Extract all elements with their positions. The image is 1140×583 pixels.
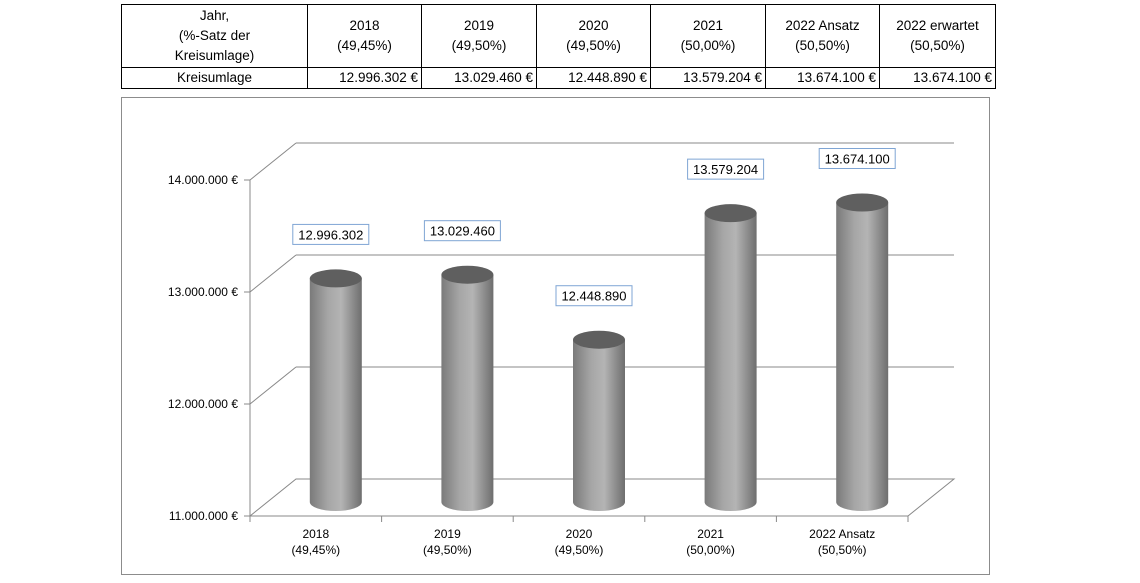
header-label-line: Kreisumlage) <box>174 48 255 63</box>
value-cell: 13.674.100 € <box>765 67 880 89</box>
header-year-cell: 2022 Ansatz (50,50%) <box>765 4 880 68</box>
bar-body <box>573 339 625 511</box>
header-label-cell: Jahr, (%-Satz der Kreisumlage) <box>121 4 308 68</box>
bar-top <box>309 269 362 288</box>
bar <box>573 330 625 511</box>
y-tick-label: 11.000.000 € <box>169 509 239 523</box>
bar-body <box>704 213 757 511</box>
data-label: 13.674.100 <box>825 152 890 167</box>
value-cell: 13.029.460 € <box>421 67 537 89</box>
bar <box>441 265 494 511</box>
header-rate: (49,45%) <box>337 38 392 53</box>
data-label-box <box>292 223 370 245</box>
data-label-box <box>423 220 501 242</box>
x-tick-label: 2021 <box>697 527 724 541</box>
row-label-cell: Kreisumlage <box>121 67 308 89</box>
bar-top <box>573 330 625 349</box>
data-label: 12.996.302 <box>298 227 363 242</box>
bar-body <box>309 278 362 511</box>
chart-area: 11.000.000 € 12.000.000 € 13.000.000 € 14.0… <box>121 97 990 575</box>
value-cell: 12.448.890 € <box>536 67 651 89</box>
header-label-line: (%-Satz der <box>178 28 251 43</box>
x-tick-label: (49,45%) <box>291 543 340 557</box>
grid-lines: 11.000.000 € 12.000.000 € 13.000.000 € 14.0… <box>168 142 956 523</box>
value-cell: 13.579.204 € <box>650 67 766 89</box>
x-tick-label: (49,50%) <box>423 543 472 557</box>
data-label: 13.579.204 <box>693 162 758 177</box>
x-tick-label: (50,50%) <box>818 543 867 557</box>
bar <box>836 193 889 511</box>
x-tick-label: 2018 <box>302 527 329 541</box>
data-label-box <box>818 148 896 170</box>
bar-top <box>704 204 757 223</box>
bar-top <box>441 265 494 284</box>
header-rate: (50,50%) <box>795 38 850 53</box>
y-tick-label: 13.000.000 € <box>168 285 238 299</box>
x-tick-label: 2022 Ansatz <box>809 527 875 541</box>
y-tick-label: 12.000.000 € <box>168 397 238 411</box>
x-tick-label: 2020 <box>566 527 593 541</box>
floor-outline <box>249 478 956 517</box>
header-year: 2021 <box>692 18 724 33</box>
data-label: 13.029.460 <box>430 224 495 239</box>
header-rate: (49,50%) <box>451 38 507 53</box>
bar-top <box>836 193 889 212</box>
bar-body <box>441 274 494 511</box>
header-year-cell: 2018 (49,45%) <box>307 4 422 68</box>
bar-body <box>836 202 889 511</box>
gridline-side <box>249 254 297 293</box>
header-rate: (50,00%) <box>680 38 736 53</box>
gridline-side <box>249 142 297 181</box>
header-year: 2018 <box>349 18 380 33</box>
cylinder-bar-chart: 11.000.000 € 12.000.000 € 13.000.000 € 14.0… <box>168 142 956 557</box>
header-year-cell: 2022 erwartet (50,50%) <box>879 4 996 68</box>
header-year-cell: 2020 (49,50%) <box>536 4 651 68</box>
bars: 12.996.302 2018 (49,45%) 13.029.460 2019 (49,… <box>291 148 896 557</box>
header-year: 2020 <box>578 18 609 33</box>
data-label-box <box>555 285 633 307</box>
x-tick-label: (49,50%) <box>555 543 604 557</box>
data-label-box <box>687 158 765 180</box>
y-tick-label: 14.000.000 € <box>168 173 238 187</box>
gridline-side <box>249 366 297 405</box>
header-year-cell: 2019 (49,50%) <box>421 4 537 68</box>
header-rate: (49,50%) <box>566 38 621 53</box>
x-tick-label: (50,00%) <box>686 543 735 557</box>
x-axis <box>249 516 909 522</box>
value-cell: 12.996.302 € <box>307 67 422 89</box>
table-header-row: Jahr, (%-Satz der Kreisumlage) 2018 (49,4… <box>121 4 996 68</box>
header-rate: (50,50%) <box>910 38 965 53</box>
x-tick-label: 2019 <box>434 527 461 541</box>
table-row: Kreisumlage 12.996.302 € 13.029.460 € 12… <box>121 67 996 89</box>
bar <box>704 204 757 511</box>
header-label-line: Jahr, <box>199 8 230 23</box>
kreisumlage-table: Jahr, (%-Satz der Kreisumlage) 2018 (49,4… <box>121 4 996 92</box>
data-label: 12.448.890 <box>561 289 626 304</box>
header-year-cell: 2021 (50,00%) <box>650 4 766 68</box>
header-year: 2022 erwartet <box>896 18 979 33</box>
header-year: 2022 Ansatz <box>785 18 860 33</box>
header-year: 2019 <box>463 18 495 33</box>
value-cell: 13.674.100 € <box>879 67 996 89</box>
bar <box>309 269 362 511</box>
data-table-grid: Jahr, (%-Satz der Kreisumlage) 2018 (49,4… <box>121 4 996 89</box>
